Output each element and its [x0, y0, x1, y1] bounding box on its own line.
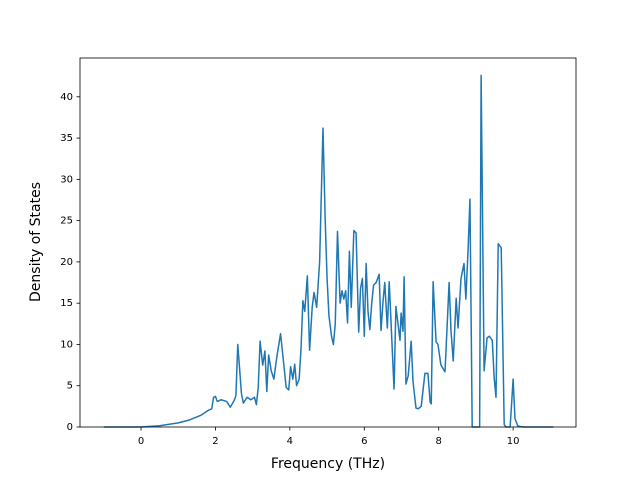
y-tick-label: 20	[60, 257, 73, 268]
plot-frame	[79, 57, 577, 428]
y-tick-label: 10	[60, 339, 73, 350]
x-axis-label: Frequency (THz)	[271, 456, 385, 472]
y-axis-label: Density of States	[28, 182, 44, 302]
line	[103, 74, 554, 428]
y-tick-label: 30	[60, 174, 73, 185]
x-tick-label: 6	[361, 436, 367, 447]
y-tick-label: 25	[60, 216, 73, 227]
y-tick-label: 0	[67, 422, 73, 433]
y-tick-label: 40	[60, 92, 73, 103]
x-tick-label: 4	[287, 436, 293, 447]
y-tick-label: 5	[67, 381, 73, 392]
x-tick-label: 2	[212, 436, 218, 447]
x-tick-label: 10	[507, 436, 520, 447]
x-tick-label: 0	[138, 436, 144, 447]
y-tick-label: 15	[60, 298, 73, 309]
x-tick-label: 8	[436, 436, 442, 447]
y-tick-label: 35	[60, 133, 73, 144]
